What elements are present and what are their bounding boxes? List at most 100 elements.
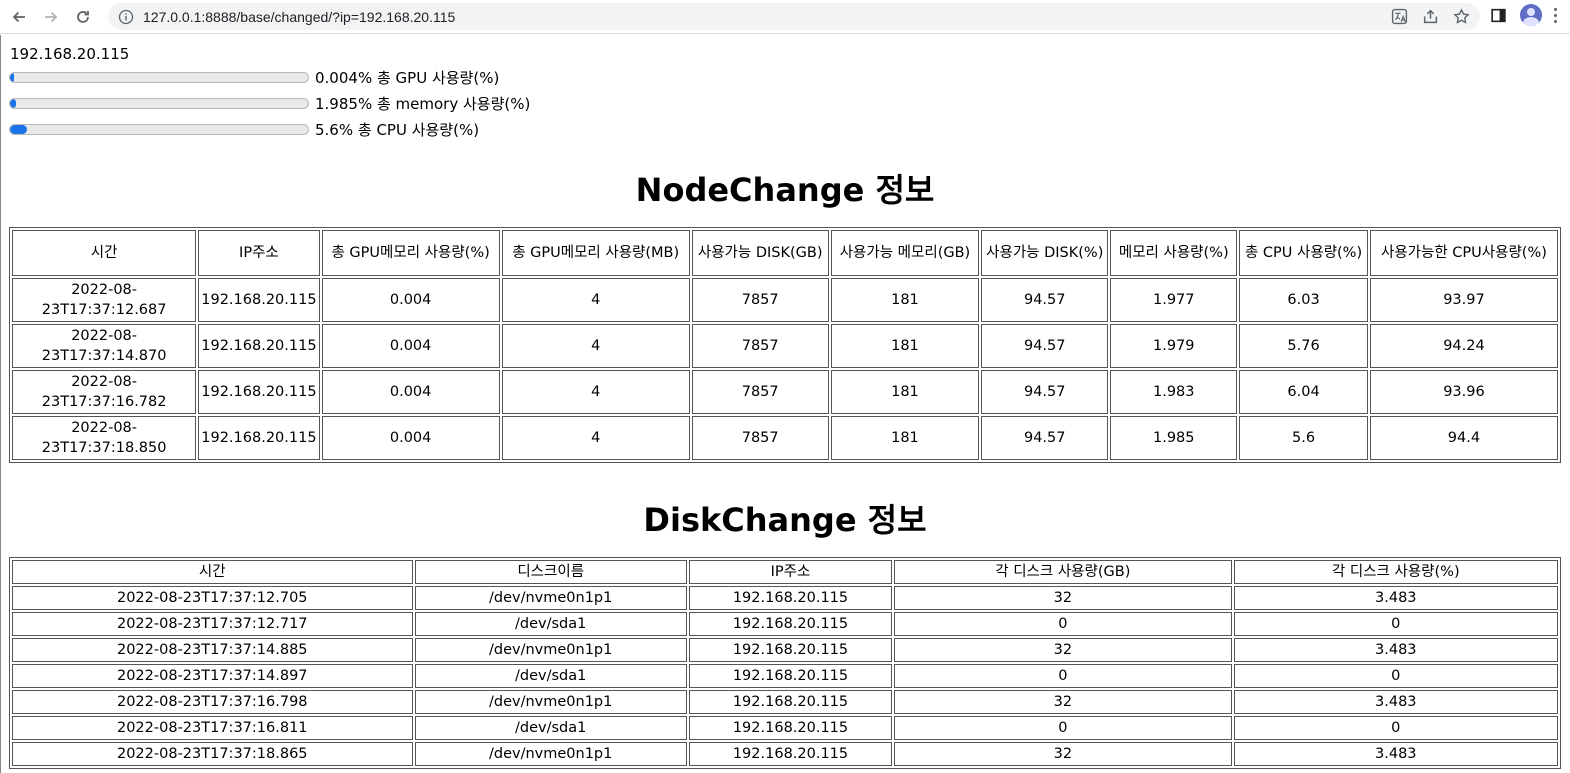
table-row: 2022-08-23T17:37:14.897/dev/sda1 192.168.…: [12, 664, 1558, 688]
table-cell: /dev/nvme0n1p1: [414, 586, 687, 610]
column-header: 총 CPU 사용량(%): [1239, 230, 1368, 276]
table-cell: 0.004: [321, 416, 500, 460]
table-cell: 94.57: [981, 370, 1109, 414]
arrow-left-icon: [12, 11, 25, 22]
column-header: 각 디스크 사용량(GB): [894, 560, 1232, 584]
table-cell: /dev/sda1: [414, 612, 687, 636]
table-cell: /dev/sda1: [414, 664, 687, 688]
gpu-usage-bar: [9, 71, 309, 83]
table-cell: 0.004: [321, 278, 500, 322]
table-cell: 2022-08-23T17:37:14.870: [12, 324, 197, 368]
table-cell: 4: [501, 278, 690, 322]
table-cell: 32: [894, 638, 1232, 662]
node-change-table: 시간 IP주소 총 GPU메모리 사용량(%) 총 GPU메모리 사용량(MB) 사용가…: [9, 227, 1561, 463]
table-cell: 192.168.20.115: [688, 612, 893, 636]
table-cell: 7857: [691, 370, 829, 414]
table-cell: 0: [1233, 612, 1558, 636]
table-cell: 6.03: [1239, 278, 1368, 322]
memory-usage-bar-fill: [10, 98, 16, 108]
translate-icon[interactable]: [1391, 8, 1408, 25]
url-text[interactable]: 127.0.0.1:8888/base/changed/?ip=192.168.…: [143, 8, 456, 25]
memory-usage-bar: [9, 97, 309, 109]
table-cell: 181: [830, 324, 980, 368]
table-cell: 2022-08-23T17:37:14.897: [12, 664, 413, 688]
column-header: 사용가능 DISK(GB): [691, 230, 829, 276]
table-cell: 2022-08-23T17:37:16.782: [12, 370, 197, 414]
forward-button[interactable]: [38, 4, 64, 30]
cpu-usage-bar: [9, 123, 309, 135]
table-cell: 0: [894, 664, 1232, 688]
reload-button[interactable]: [70, 4, 96, 30]
table-row: 2022-08-23T17:37:16.811/dev/sda1 192.168.…: [12, 716, 1558, 740]
table-cell: 192.168.20.115: [688, 638, 893, 662]
table-cell: 192.168.20.115: [688, 690, 893, 714]
cpu-usage-gauge: 5.6% 총 CPU 사용량(%): [9, 119, 479, 139]
back-button[interactable]: [6, 4, 32, 30]
menu-kebab-icon[interactable]: [1554, 7, 1558, 23]
table-cell: 192.168.20.115: [688, 716, 893, 740]
disk-section-title: DiskChange 정보: [643, 501, 927, 539]
column-header: 메모리 사용량(%): [1110, 230, 1238, 276]
cpu-usage-bar-fill: [10, 124, 27, 134]
table-cell: 94.57: [981, 278, 1109, 322]
table-cell: 192.168.20.115: [198, 278, 320, 322]
table-cell: 0: [1233, 716, 1558, 740]
table-row: 2022-08-23T17:37:18.850 192.168.20.115 0.0…: [12, 416, 1558, 460]
bookmark-star-icon[interactable]: [1453, 8, 1470, 25]
table-cell: 1.983: [1110, 370, 1238, 414]
table-cell: 1.979: [1110, 324, 1238, 368]
table-cell: 32: [894, 742, 1232, 766]
table-cell: 32: [894, 586, 1232, 610]
table-cell: 192.168.20.115: [198, 324, 320, 368]
column-header: 시간: [12, 560, 413, 584]
info-icon[interactable]: [118, 9, 134, 25]
table-row: 2022-08-23T17:37:12.717/dev/sda1 192.168.…: [12, 612, 1558, 636]
table-cell: 192.168.20.115: [688, 742, 893, 766]
column-header: 디스크이름: [414, 560, 687, 584]
table-cell: 94.57: [981, 416, 1109, 460]
table-cell: 192.168.20.115: [198, 370, 320, 414]
address-bar[interactable]: 127.0.0.1:8888/base/changed/?ip=192.168.…: [108, 3, 1480, 30]
table-cell: 0: [894, 716, 1232, 740]
table-cell: 94.4: [1369, 416, 1558, 460]
window-edge: [0, 35, 1, 773]
share-icon[interactable]: [1422, 8, 1439, 25]
table-cell: /dev/nvme0n1p1: [414, 742, 687, 766]
table-cell: 94.57: [981, 324, 1109, 368]
table-cell: 0: [1233, 664, 1558, 688]
column-header: IP주소: [688, 560, 893, 584]
table-row: 2022-08-23T17:37:12.687 192.168.20.115 0.0…: [12, 278, 1558, 322]
memory-usage-gauge: 1.985% 총 memory 사용량(%): [9, 93, 530, 113]
table-cell: 2022-08-23T17:37:12.705: [12, 586, 413, 610]
table-cell: 4: [501, 370, 690, 414]
table-cell: 6.04: [1239, 370, 1368, 414]
table-cell: 5.6: [1239, 416, 1368, 460]
table-cell: 93.97: [1369, 278, 1558, 322]
table-row: 2022-08-23T17:37:12.705/dev/nvme0n1p1 192…: [12, 586, 1558, 610]
table-cell: 4: [501, 416, 690, 460]
table-cell: 32: [894, 690, 1232, 714]
table-cell: 192.168.20.115: [198, 416, 320, 460]
column-header: 사용가능 메모리(GB): [830, 230, 980, 276]
table-cell: 2022-08-23T17:37:18.865: [12, 742, 413, 766]
table-header-row: 시간 IP주소 총 GPU메모리 사용량(%) 총 GPU메모리 사용량(MB) 사용가…: [12, 230, 1558, 276]
table-row: 2022-08-23T17:37:14.885/dev/nvme0n1p1 192…: [12, 638, 1558, 662]
side-panel-icon[interactable]: [1488, 5, 1508, 25]
table-cell: 7857: [691, 416, 829, 460]
table-cell: 7857: [691, 324, 829, 368]
table-cell: 1.977: [1110, 278, 1238, 322]
table-cell: 2022-08-23T17:37:18.850: [12, 416, 197, 460]
profile-avatar[interactable]: [1520, 4, 1542, 26]
table-cell: 93.96: [1369, 370, 1558, 414]
memory-usage-label: 1.985% 총 memory 사용량(%): [315, 94, 531, 113]
table-cell: 3.483: [1233, 742, 1558, 766]
table-cell: 0: [894, 612, 1232, 636]
table-cell: 3.483: [1233, 586, 1558, 610]
table-cell: 181: [830, 416, 980, 460]
column-header: 사용가능한 CPU사용량(%): [1369, 230, 1558, 276]
column-header: 각 디스크 사용량(%): [1233, 560, 1558, 584]
table-row: 2022-08-23T17:37:16.798/dev/nvme0n1p1 192…: [12, 690, 1558, 714]
table-cell: 3.483: [1233, 690, 1558, 714]
table-row: 2022-08-23T17:37:14.870 192.168.20.115 0.0…: [12, 324, 1558, 368]
table-cell: 181: [830, 278, 980, 322]
